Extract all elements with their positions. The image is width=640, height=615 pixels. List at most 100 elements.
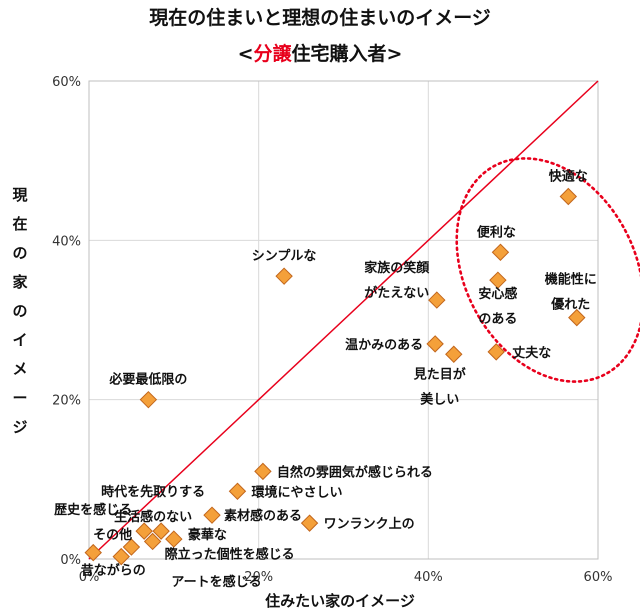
- y-tick-label: 0%: [60, 553, 81, 568]
- y-title-char: イ: [12, 331, 27, 349]
- y-title-char: の: [12, 302, 27, 320]
- data-point: [426, 335, 444, 353]
- y-axis-title: 現在の家のイメージ: [12, 186, 27, 436]
- data-point: [428, 291, 446, 309]
- data-point: [165, 530, 183, 548]
- data-point: [203, 506, 221, 524]
- y-title-char: ジ: [12, 418, 27, 436]
- data-label: 歴史を感じるその他: [54, 502, 132, 543]
- data-label-line: 時代を先取りする: [101, 484, 205, 500]
- data-point: [139, 390, 158, 409]
- data-label-line: 家族の笑顔: [364, 260, 430, 276]
- data-label: 快適な: [549, 169, 588, 185]
- data-label: アートを感じる: [171, 574, 261, 590]
- data-point: [122, 538, 141, 556]
- y-title-char: 在: [12, 215, 27, 233]
- data-point: [254, 462, 272, 481]
- x-tick-label: 40%: [414, 570, 443, 585]
- data-label-line: 見た目が: [413, 366, 466, 382]
- data-label: 丈夫な: [512, 345, 551, 361]
- data-label: 便利な: [477, 224, 516, 240]
- data-point: [112, 547, 130, 566]
- data-label-line: 温かみのある: [345, 338, 423, 353]
- data-point: [487, 343, 505, 361]
- data-label-line: 環境にやさしい: [251, 484, 342, 500]
- y-title-char: 現: [12, 186, 27, 204]
- data-label-line: がたえない: [364, 285, 429, 301]
- data-label: 豪華な: [188, 527, 227, 543]
- y-title-char: の: [12, 244, 27, 262]
- y-title-char: ー: [12, 389, 27, 407]
- subtitle-part-2: 住宅購入者>: [292, 42, 403, 65]
- data-point: [135, 522, 153, 540]
- data-label: 家族の笑顔がたえない: [364, 260, 430, 301]
- data-point: [275, 267, 293, 285]
- data-label-line: のある: [478, 312, 517, 327]
- data-point: [143, 532, 162, 551]
- data-label: 機能性に優れた: [545, 272, 597, 313]
- chart-title: 現在の住まいと理想の住まいのイメージ: [149, 6, 491, 29]
- data-label: 自然の雰囲気が感じられる: [277, 464, 433, 480]
- data-point: [152, 522, 170, 540]
- y-tick-label: 40%: [52, 234, 81, 249]
- data-point: [84, 543, 102, 562]
- data-label: 素材感のある: [224, 508, 302, 524]
- data-point: [489, 271, 507, 289]
- data-label-line: アートを感じる: [171, 574, 261, 590]
- data-label-line: 安心感: [478, 286, 517, 302]
- data-label-line: 快適な: [549, 169, 588, 185]
- data-point: [228, 482, 247, 500]
- data-label-line: 豪華な: [188, 527, 227, 543]
- data-label: 昔ながらの: [81, 563, 146, 579]
- title-part: 現在の住まいと理想の住まいのイメージ: [149, 6, 491, 29]
- subtitle-part-1: 分譲: [253, 42, 292, 65]
- grid: [89, 81, 598, 559]
- data-label-line: 丈夫な: [512, 345, 551, 361]
- data-label-line: 機能性に: [545, 272, 597, 288]
- x-axis-title: 住みたい家のイメージ: [265, 592, 415, 610]
- data-label-line: 自然の雰囲気が感じられる: [277, 464, 433, 480]
- highlight-ellipse: [455, 157, 640, 383]
- reference-line-group: [88, 80, 599, 560]
- y-tick-label: 20%: [52, 394, 81, 409]
- data-point: [445, 345, 463, 363]
- x-tick-label: 60%: [584, 570, 613, 585]
- data-point: [300, 514, 319, 532]
- data-point: [491, 243, 510, 261]
- y-tick-label: 60%: [52, 75, 81, 90]
- chart-subtitle: <分譲住宅購入者>: [238, 42, 403, 65]
- data-label-line: その他: [93, 527, 132, 543]
- highlight-ellipse-group: [455, 157, 640, 383]
- data-label-line: 美しい: [420, 391, 459, 407]
- data-label-line: 際立った個性を感じる: [165, 546, 295, 562]
- x-tick-label: 0%: [79, 570, 100, 585]
- data-label-line: シンプルな: [252, 249, 317, 264]
- y-title-char: メ: [12, 360, 27, 378]
- data-label-line: 昔ながらの: [81, 563, 146, 579]
- data-label: 温かみのある: [345, 338, 423, 353]
- x-tick-label: 20%: [244, 570, 273, 585]
- data-label: 安心感のある: [478, 286, 517, 327]
- data-point: [559, 187, 578, 206]
- data-point: [568, 308, 586, 327]
- data-label-line: 生活感のない: [114, 509, 192, 525]
- data-label: 必要最低限の: [108, 372, 187, 388]
- data-label: 見た目が美しい: [413, 366, 466, 407]
- data-label: 時代を先取りする生活感のない: [101, 484, 205, 525]
- data-label-line: 歴史を感じる: [54, 502, 132, 518]
- data-label-line: 必要最低限の: [108, 372, 187, 388]
- data-label: 際立った個性を感じる: [165, 546, 295, 562]
- y-title-char: 家: [12, 273, 27, 291]
- data-label-line: ワンランク上の: [324, 517, 415, 532]
- data-points: [84, 187, 586, 566]
- data-label: 環境にやさしい: [251, 484, 342, 500]
- data-label-line: 優れた: [550, 297, 590, 313]
- data-labels: 快適な便利な安心感のある機能性に優れた丈夫な家族の笑顔がたえない温かみのある見た…: [54, 169, 597, 591]
- data-label-line: 素材感のある: [224, 508, 302, 524]
- reference-line: [88, 80, 599, 560]
- data-label: ワンランク上の: [324, 517, 415, 532]
- plot-frame: [88, 80, 599, 560]
- axis-ticks: 0% 20% 40% 60% 0% 20% 40% 60%: [52, 75, 612, 585]
- subtitle-part-0: <: [238, 43, 254, 65]
